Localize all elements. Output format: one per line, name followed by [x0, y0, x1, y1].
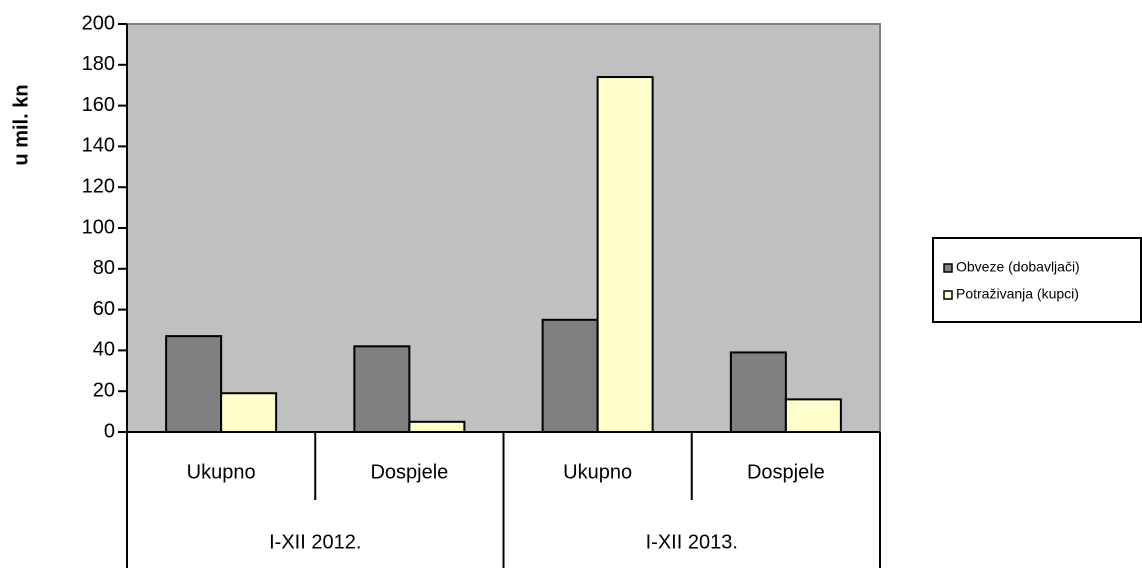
y-tick-label: 100	[82, 216, 115, 238]
y-tick-label: 40	[93, 339, 115, 361]
group-label: I-XII 2012.	[269, 531, 361, 553]
x-tick-label: Ukupno	[563, 461, 632, 483]
y-tick-label: 140	[82, 135, 115, 157]
y-tick-label: 20	[93, 379, 115, 401]
legend-label: Obveze (dobavljači)	[956, 259, 1080, 275]
y-tick-label: 200	[82, 12, 115, 34]
legend-label: Potraživanja (kupci)	[956, 286, 1079, 302]
bar	[408, 420, 466, 433]
bar	[165, 335, 223, 433]
y-tick-label: 0	[104, 420, 115, 442]
x-tick-label: Dospjele	[370, 461, 448, 483]
legend-box	[932, 237, 1142, 323]
y-tick-label: 160	[82, 94, 115, 116]
bar	[784, 398, 842, 433]
legend-swatch	[943, 290, 953, 300]
x-tick-label: Dospjele	[747, 461, 825, 483]
y-axis-label: u mil. kn	[10, 84, 32, 165]
bar	[596, 76, 654, 433]
x-tick-label: Ukupno	[187, 461, 256, 483]
y-tick-label: 80	[93, 257, 115, 279]
bar	[729, 351, 787, 433]
bar	[220, 392, 278, 433]
y-tick-label: 120	[82, 175, 115, 197]
bar	[541, 318, 599, 433]
legend: Obveze (dobavljači) Potraživanja (kupci)	[932, 237, 1142, 323]
bar	[353, 345, 411, 434]
group-label: I-XII 2013.	[646, 531, 738, 553]
y-tick-label: 180	[82, 53, 115, 75]
y-tick-label: 60	[93, 298, 115, 320]
legend-swatch	[943, 263, 953, 273]
